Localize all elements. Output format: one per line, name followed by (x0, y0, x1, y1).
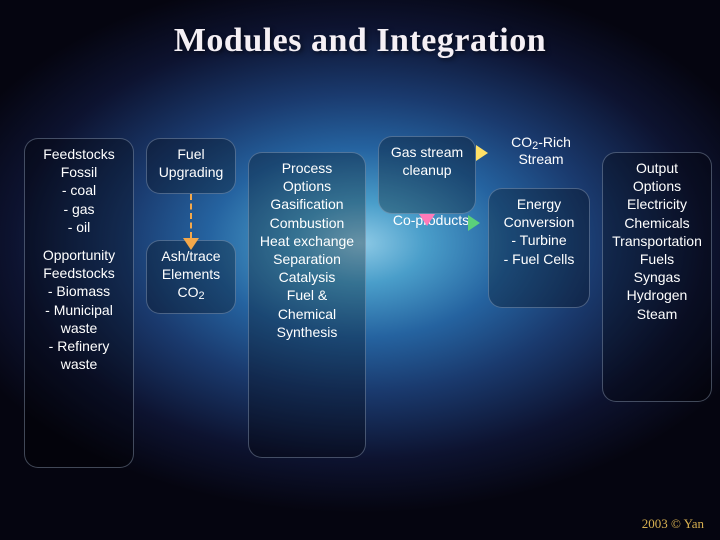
arrow-stem (190, 194, 192, 238)
feedstocks-box: FeedstocksFossil- coal- gas- oilOpportun… (24, 138, 134, 468)
energy-conversion-box: EnergyConversion- Turbine- Fuel Cells (488, 188, 590, 308)
page-title: Modules and Integration (0, 0, 720, 60)
diagram-stage: FeedstocksFossil- coal- gas- oilOpportun… (0, 60, 720, 530)
ash-trace-box: Ash/traceElementsCO2 (146, 240, 236, 314)
arrow-head-down-icon (183, 238, 199, 250)
arrow-head-down-icon (419, 214, 435, 226)
process-options-box: ProcessOptionsGasificationCombustionHeat… (248, 152, 366, 458)
footer-credit: 2003 © Yan (642, 516, 704, 532)
arrow-head-right-icon (468, 215, 480, 231)
gas-cleanup-box: Gas streamcleanup (378, 136, 476, 214)
fuel-upgrading-box: FuelUpgrading (146, 138, 236, 194)
arrow-head-right-icon (476, 145, 488, 161)
output-options-box: OutputOptionsElectricityChemicalsTranspo… (602, 152, 712, 402)
co2-rich-label: CO2-RichStream (486, 134, 596, 168)
